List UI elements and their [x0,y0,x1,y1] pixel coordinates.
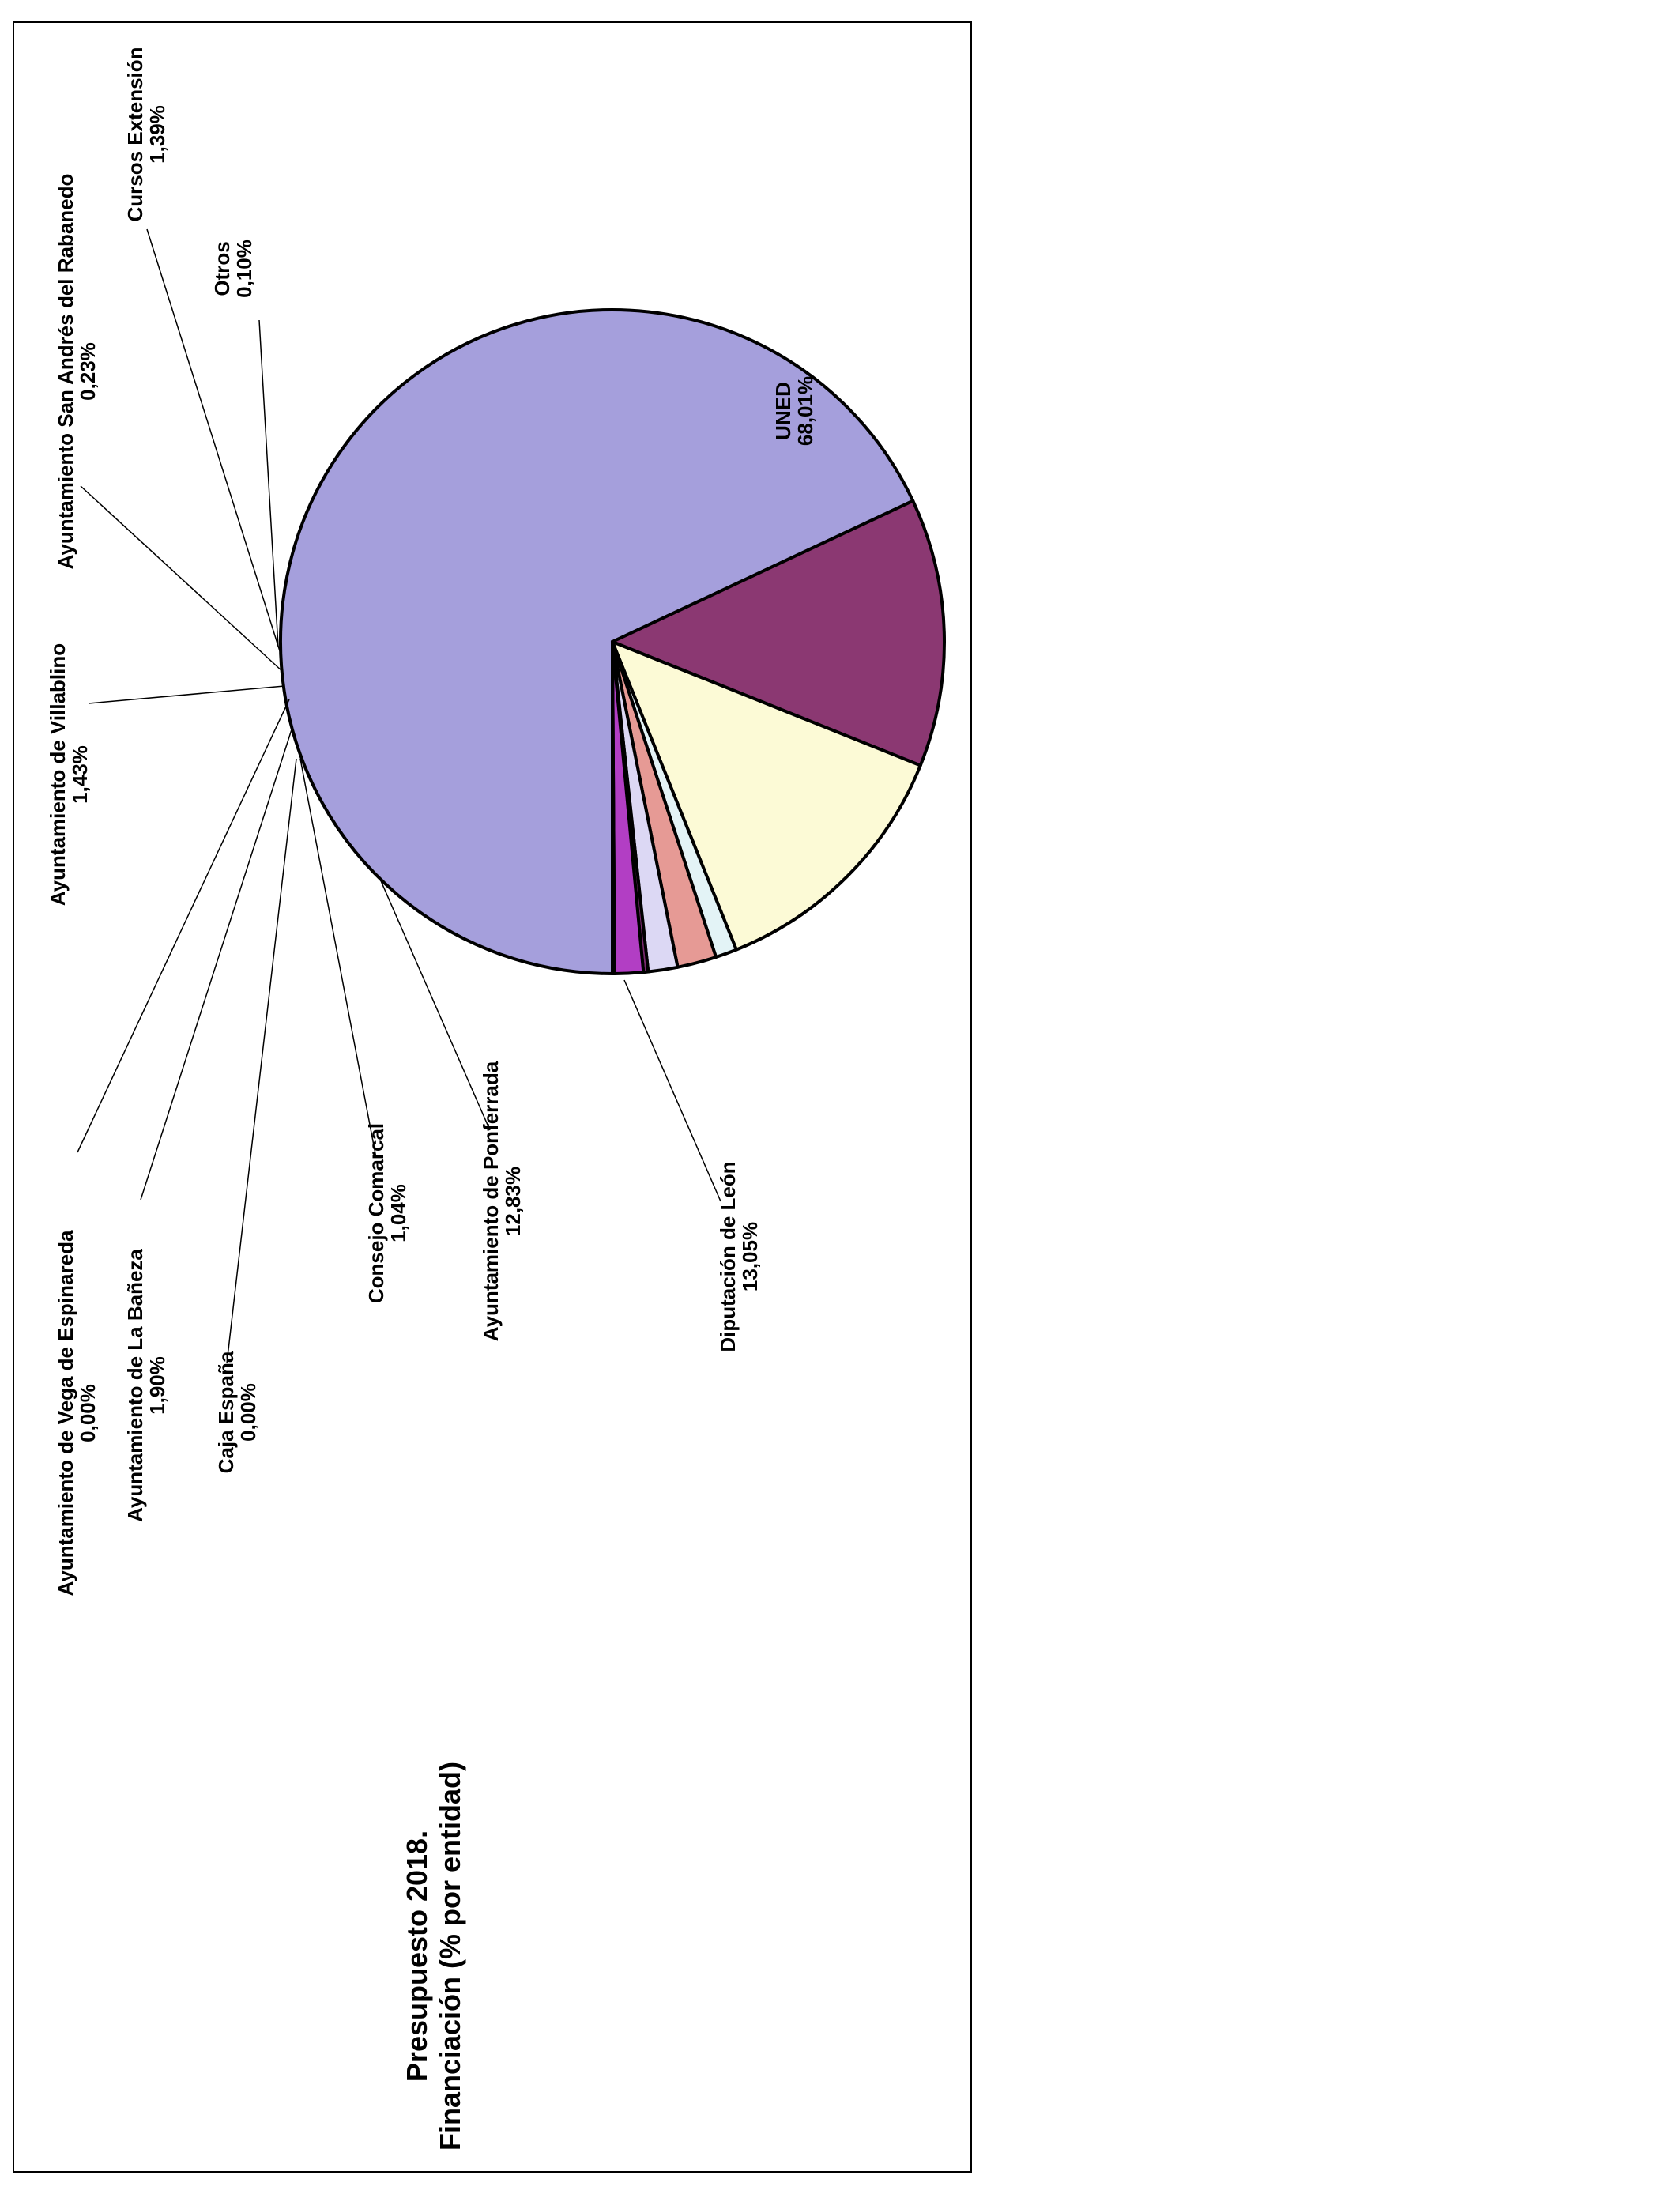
slice-value: 0,00% [236,1383,260,1442]
leader-line-2 [379,876,491,1131]
leader-line-6 [77,699,290,1153]
slice-name: Ayuntamiento de La Bañeza [123,1249,147,1522]
leader-line-7 [88,685,285,704]
leader-line-8 [80,485,284,673]
slice-value: 13,05% [738,1222,762,1291]
slice-name: Ayuntamiento de Vega de Espinareda [54,1230,77,1596]
slice-label-7: Ayuntamiento de Villablino1,43% [46,643,92,906]
slice-name: Ayuntamiento San Andrés del Rabanedo [54,174,77,570]
slice-name: Cursos Extensión [123,47,147,221]
slice-label-10: Otros0,10% [210,239,256,298]
pie-slice-1 [611,499,946,767]
slice-value: 1,90% [145,1356,169,1415]
leader-line-10 [258,319,279,647]
slice-value: 1,39% [145,105,169,164]
slice-value: 1,04% [386,1184,410,1242]
chart-title: Presupuesto 2018.Financiación (% por ent… [401,1762,466,2151]
slice-label-8: Ayuntamiento San Andrés del Rabanedo0,23… [54,174,100,570]
slice-label-6: Ayuntamiento de Vega de Espinareda0,00% [54,1230,100,1596]
leader-lines [77,228,721,1364]
pie-slice-0 [278,308,915,975]
slice-label-3: Consejo Comarcal1,04% [364,1123,410,1303]
slice-label-5: Ayuntamiento de La Bañeza1,90% [123,1249,169,1522]
slice-value: 68,01% [793,376,817,446]
leader-line-3 [299,758,377,1159]
leader-line-5 [140,726,293,1201]
slice-value: 0,00% [76,1384,100,1442]
slice-name: Diputación de León [716,1161,740,1351]
leader-line-9 [146,228,282,657]
slice-name: Otros [210,241,234,296]
chart-title-text: Presupuesto 2018.Financiación (% por ent… [401,1762,466,2151]
pie-slices [278,308,946,975]
slice-value: 1,43% [68,745,92,804]
pie-slice-10 [611,640,616,975]
slice-label-9: Cursos Extensión1,39% [123,47,169,221]
chart-title-line-0: Presupuesto 2018. [401,1830,433,2082]
slice-value: 0,10% [232,239,256,298]
slice-name: Ayuntamiento de Villablino [46,643,70,906]
slice-label-2: Ayuntamiento de Ponferrada12,83% [479,1061,525,1341]
chart-title-line-1: Financiación (% por entidad) [434,1762,466,2151]
slice-labels: UNED68,01% Diputación de León13,05% Ayunta… [46,47,817,1596]
leader-line-4 [226,758,297,1364]
pie-slice-2 [611,640,922,952]
slice-name: UNED [771,382,795,440]
slice-value: 12,83% [501,1167,525,1236]
slice-label-1: Diputación de León13,05% [716,1161,762,1351]
slice-label-4: Caja España0,00% [214,1351,260,1473]
slice-label-0: UNED68,01% [771,376,817,446]
slice-value: 0,23% [76,342,100,401]
slice-name: Caja España [214,1351,238,1473]
leader-line-1 [623,979,721,1202]
slice-name: Consejo Comarcal [364,1123,388,1303]
slice-name: Ayuntamiento de Ponferrada [479,1061,503,1341]
